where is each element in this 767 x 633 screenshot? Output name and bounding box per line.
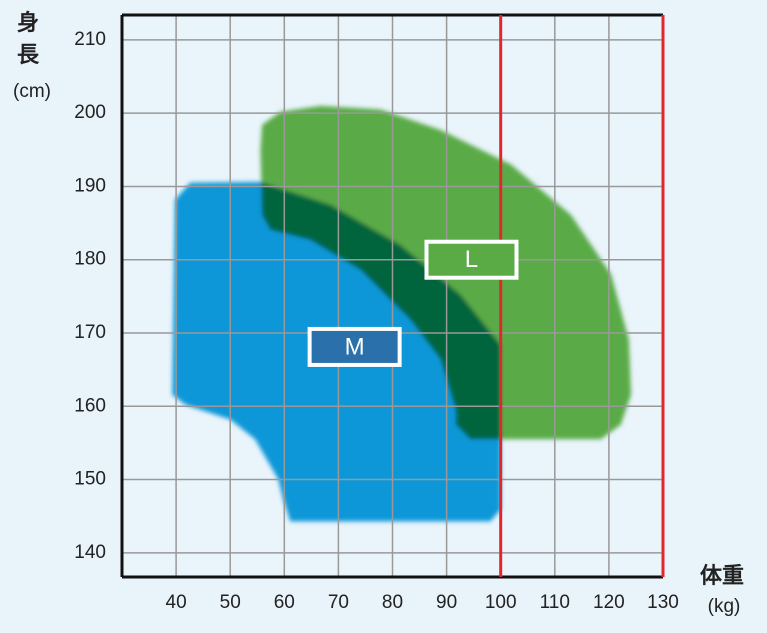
y-tick-label: 140 (74, 542, 106, 563)
x-tick-label: 50 (220, 592, 241, 613)
x-tick-label: 120 (593, 592, 625, 613)
y-axis-unit: (cm) (13, 81, 51, 102)
plot-area: ML (120, 13, 665, 579)
x-tick-label: 90 (436, 592, 457, 613)
y-tick-label: 200 (74, 102, 106, 123)
y-tick-label: 170 (74, 322, 106, 343)
region-label-box (307, 326, 402, 367)
x-axis-title: 体重 (700, 564, 744, 589)
y-axis-title: 長 (17, 43, 40, 68)
x-tick-label: 70 (328, 592, 349, 613)
x-tick-label: 60 (274, 592, 295, 613)
x-tick-label: 80 (382, 592, 403, 613)
y-tick-label: 210 (74, 29, 106, 50)
x-tick-label: 100 (485, 592, 517, 613)
x-tick-label: 130 (647, 592, 679, 613)
region-label-box (424, 239, 519, 280)
region-label: L (465, 246, 478, 273)
y-tick-label: 190 (74, 175, 106, 196)
y-tick-label: 180 (74, 249, 106, 270)
y-tick-label: 160 (74, 395, 106, 416)
region-label: M (345, 333, 365, 360)
y-tick-label: 150 (74, 469, 106, 490)
y-axis-title: 身 (17, 10, 39, 36)
x-axis-unit: (kg) (708, 596, 741, 617)
x-tick-label: 40 (166, 592, 187, 613)
x-tick-label: 110 (540, 592, 570, 613)
